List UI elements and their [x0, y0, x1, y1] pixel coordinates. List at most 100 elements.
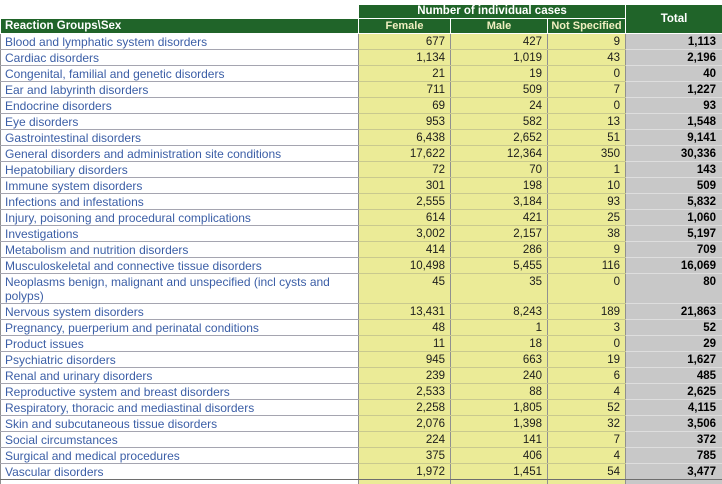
- total-cases-cell: 143: [625, 161, 722, 178]
- table-row: Blood and lymphatic system disorders 677 4…: [0, 33, 722, 50]
- female-cases-cell: 10,498: [358, 257, 451, 274]
- table-row: Surgical and medical procedures 375 406 4 78…: [0, 447, 722, 464]
- male-cases-cell: 1,398: [450, 415, 548, 432]
- total-cases-cell: 1,227: [625, 81, 722, 98]
- male-cases-cell: 663: [450, 351, 548, 368]
- total-cases-cell: 93: [625, 97, 722, 114]
- total-cases-cell: 30,336: [625, 145, 722, 162]
- reaction-group-link[interactable]: Gastrointestinal disorders: [0, 129, 359, 146]
- total-column-header: Total: [625, 4, 722, 34]
- male-cases-cell: 19: [450, 65, 548, 82]
- partial-next-row: [0, 479, 722, 484]
- reaction-group-link[interactable]: Neoplasms benign, malignant and unspecif…: [0, 273, 359, 304]
- total-cases-cell: 1,627: [625, 351, 722, 368]
- table-row: Product issues 11 18 0 29: [0, 335, 722, 352]
- table-row: Hepatobiliary disorders 72 70 1 143: [0, 161, 722, 178]
- female-cases-cell: 1,972: [358, 463, 451, 480]
- table-row: Eye disorders 953 582 13 1,548: [0, 113, 722, 130]
- reaction-group-link[interactable]: Renal and urinary disorders: [0, 367, 359, 384]
- male-cases-cell: 198: [450, 177, 548, 194]
- not-specified-cases-cell: 4: [547, 383, 627, 400]
- table-row: Social circumstances 224 141 7 372: [0, 431, 722, 448]
- reaction-group-link[interactable]: Vascular disorders: [0, 463, 359, 480]
- female-cases-cell: 45: [358, 273, 451, 304]
- total-cases-cell: 40: [625, 65, 722, 82]
- male-cases-cell: 406: [450, 447, 548, 464]
- not-specified-cases-cell: 25: [547, 209, 627, 226]
- reaction-group-link[interactable]: Cardiac disorders: [0, 49, 359, 66]
- reaction-group-link[interactable]: Psychiatric disorders: [0, 351, 359, 368]
- male-cases-cell: 1,451: [450, 463, 548, 480]
- reaction-group-link[interactable]: General disorders and administration sit…: [0, 145, 359, 162]
- not-specified-cases-cell: 51: [547, 129, 627, 146]
- reaction-group-link[interactable]: Blood and lymphatic system disorders: [0, 33, 359, 50]
- female-cases-cell: 21: [358, 65, 451, 82]
- table-row: Injury, poisoning and procedural complic…: [0, 209, 722, 226]
- female-cases-cell: 69: [358, 97, 451, 114]
- male-column-header: Male: [450, 18, 548, 34]
- male-cases-cell: 24: [450, 97, 548, 114]
- female-cases-cell: 945: [358, 351, 451, 368]
- reaction-group-link[interactable]: Skin and subcutaneous tissue disorders: [0, 415, 359, 432]
- total-cases-cell: 80: [625, 273, 722, 304]
- not-specified-cases-cell: 350: [547, 145, 627, 162]
- male-cases-cell: 286: [450, 241, 548, 258]
- male-cases-cell: 1,019: [450, 49, 548, 66]
- reaction-group-link[interactable]: Surgical and medical procedures: [0, 447, 359, 464]
- partial-total-cell: [625, 479, 722, 484]
- table-row: Nervous system disorders 13,431 8,243 189 21…: [0, 303, 722, 320]
- reaction-group-link[interactable]: Product issues: [0, 335, 359, 352]
- female-cases-cell: 614: [358, 209, 451, 226]
- reaction-group-link[interactable]: Ear and labyrinth disorders: [0, 81, 359, 98]
- table-row: Infections and infestations 2,555 3,184 93 5…: [0, 193, 722, 210]
- not-specified-column-header: Not Specified: [546, 18, 627, 34]
- male-cases-cell: 1: [450, 319, 548, 336]
- table-body: Blood and lymphatic system disorders 677 4…: [0, 33, 722, 480]
- male-cases-cell: 427: [450, 33, 548, 50]
- male-cases-cell: 8,243: [450, 303, 548, 320]
- table-row: Neoplasms benign, malignant and unspecif…: [0, 273, 722, 304]
- reaction-group-link[interactable]: Musculoskeletal and connective tissue di…: [0, 257, 359, 274]
- reaction-group-link[interactable]: Respiratory, thoracic and mediastinal di…: [0, 399, 359, 416]
- reaction-group-link[interactable]: Hepatobiliary disorders: [0, 161, 359, 178]
- male-cases-cell: 2,652: [450, 129, 548, 146]
- reaction-group-link[interactable]: Congenital, familial and genetic disorde…: [0, 65, 359, 82]
- reaction-group-link[interactable]: Immune system disorders: [0, 177, 359, 194]
- total-cases-cell: 1,548: [625, 113, 722, 130]
- female-cases-cell: 2,533: [358, 383, 451, 400]
- total-cases-cell: 21,863: [625, 303, 722, 320]
- table-row: Psychiatric disorders 945 663 19 1,627: [0, 351, 722, 368]
- reaction-group-link[interactable]: Pregnancy, puerperium and perinatal cond…: [0, 319, 359, 336]
- female-cases-cell: 301: [358, 177, 451, 194]
- total-cases-cell: 1,113: [625, 33, 722, 50]
- reaction-group-link[interactable]: Social circumstances: [0, 431, 359, 448]
- table-row: Respiratory, thoracic and mediastinal di…: [0, 399, 722, 416]
- total-cases-cell: 3,477: [625, 463, 722, 480]
- reaction-group-link[interactable]: Metabolism and nutrition disorders: [0, 241, 359, 258]
- table-row: Renal and urinary disorders 239 240 6 485: [0, 367, 722, 384]
- female-cases-cell: 224: [358, 431, 451, 448]
- table-row: Metabolism and nutrition disorders 414 286…: [0, 241, 722, 258]
- not-specified-cases-cell: 38: [547, 225, 627, 242]
- not-specified-cases-cell: 9: [547, 241, 627, 258]
- reaction-group-link[interactable]: Investigations: [0, 225, 359, 242]
- male-cases-cell: 5,455: [450, 257, 548, 274]
- female-cases-cell: 711: [358, 81, 451, 98]
- table-row: Musculoskeletal and connective tissue di…: [0, 257, 722, 274]
- reaction-group-link[interactable]: Endocrine disorders: [0, 97, 359, 114]
- female-cases-cell: 13,431: [358, 303, 451, 320]
- not-specified-cases-cell: 52: [547, 399, 627, 416]
- partial-not-specified-cell: [547, 479, 627, 484]
- total-cases-cell: 16,069: [625, 257, 722, 274]
- total-cases-cell: 1,060: [625, 209, 722, 226]
- partial-row: [0, 479, 722, 484]
- reaction-group-link[interactable]: Infections and infestations: [0, 193, 359, 210]
- not-specified-cases-cell: 116: [547, 257, 627, 274]
- reaction-group-link[interactable]: Eye disorders: [0, 113, 359, 130]
- partial-female-cell: [358, 479, 451, 484]
- female-cases-cell: 17,622: [358, 145, 451, 162]
- reaction-group-link[interactable]: Injury, poisoning and procedural complic…: [0, 209, 359, 226]
- reaction-group-link[interactable]: Nervous system disorders: [0, 303, 359, 320]
- reaction-group-link[interactable]: Reproductive system and breast disorders: [0, 383, 359, 400]
- male-cases-cell: 240: [450, 367, 548, 384]
